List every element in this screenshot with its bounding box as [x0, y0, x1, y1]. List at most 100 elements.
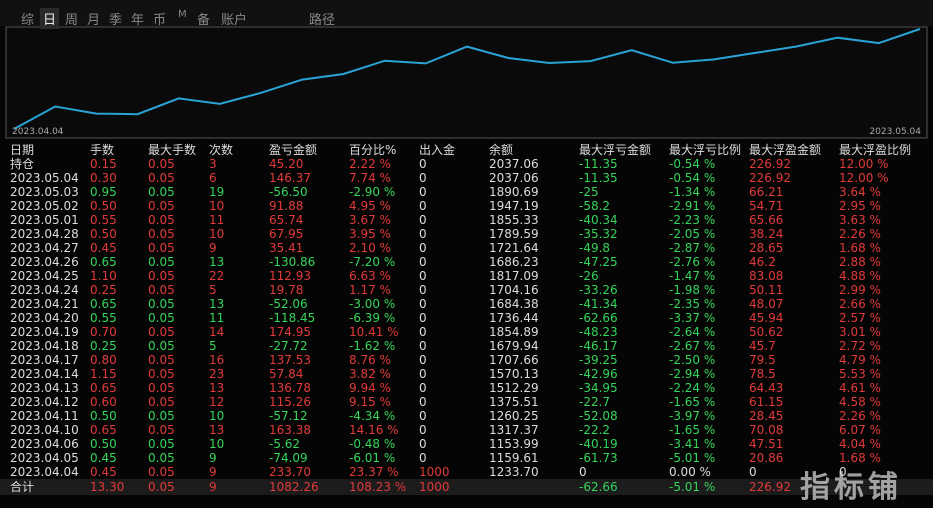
table-cell: 2023.04.12: [10, 395, 79, 409]
table-cell: -46.17: [579, 339, 618, 353]
table-cell: 0: [419, 423, 427, 437]
table-cell: 3: [209, 157, 217, 171]
table-cell: -2.50 %: [669, 353, 716, 367]
table-cell: 2.10 %: [349, 241, 391, 255]
table-cell: 6: [209, 171, 217, 185]
total-cell: 1000: [419, 480, 450, 494]
table-cell: -1.65 %: [669, 423, 716, 437]
table-cell: -52.08: [579, 409, 618, 423]
table-cell: 0.50: [90, 199, 117, 213]
tab[interactable]: 年: [131, 13, 145, 28]
column-header: 盈亏金额: [269, 143, 318, 157]
total-cell: 0.05: [148, 480, 175, 494]
table-cell: 0.70: [90, 325, 117, 339]
tab[interactable]: 日: [40, 8, 60, 29]
table-cell: -2.64 %: [669, 325, 716, 339]
table-cell: 0: [419, 213, 427, 227]
table-cell: 0.80: [90, 353, 117, 367]
column-header: 日期: [10, 143, 35, 157]
table-cell: 0.50: [90, 437, 117, 451]
table-cell: -1.34 %: [669, 185, 716, 199]
table-cell: 1.68 %: [839, 241, 881, 255]
table-cell: 0: [419, 283, 427, 297]
column-header: 手数: [90, 143, 115, 157]
total-cell: 合计: [10, 480, 35, 494]
table-cell: -4.34 %: [349, 409, 396, 423]
table-cell: 10: [209, 437, 225, 451]
balance-chart: [5, 26, 928, 139]
table-cell: 91.88: [269, 199, 304, 213]
table-cell: 1317.37: [489, 423, 539, 437]
table-cell: 9: [209, 451, 217, 465]
table-cell: 2023.04.24: [10, 283, 79, 297]
table-cell: 3.01 %: [839, 325, 881, 339]
tab[interactable]: 综: [21, 13, 35, 28]
table-cell: 0.50: [90, 227, 117, 241]
table-cell: 83.08: [749, 269, 784, 283]
tab[interactable]: 备: [197, 13, 211, 28]
table-cell: 0.15: [90, 157, 117, 171]
table-cell: 0.05: [148, 199, 175, 213]
table-cell: 0.05: [148, 325, 175, 339]
table-cell: 2023.05.03: [10, 185, 79, 199]
table-cell: 2023.04.13: [10, 381, 79, 395]
table-cell: 0.05: [148, 395, 175, 409]
total-cell: -5.01 %: [669, 480, 716, 494]
table-cell: 48.07: [749, 297, 784, 311]
tab[interactable]: 币: [153, 13, 167, 28]
table-cell: 2023.04.04: [10, 465, 79, 479]
table-cell: -130.86: [269, 255, 316, 269]
table-cell: 57.84: [269, 367, 304, 381]
table-cell: 0.05: [148, 409, 175, 423]
table-cell: 0.00 %: [669, 465, 711, 479]
tab[interactable]: 季: [109, 13, 123, 28]
table-cell: 23.37 %: [349, 465, 399, 479]
table-cell: -1.62 %: [349, 339, 396, 353]
table-cell: 11: [209, 213, 225, 227]
table-cell: -2.87 %: [669, 241, 716, 255]
table-cell: -6.39 %: [349, 311, 396, 325]
chart-frame: [5, 26, 928, 139]
table-cell: 0: [419, 311, 427, 325]
table-cell: 0.05: [148, 269, 175, 283]
table-cell: -0.48 %: [349, 437, 396, 451]
table-cell: 1704.16: [489, 283, 539, 297]
table-cell: 46.2: [749, 255, 776, 269]
tab[interactable]: 周: [65, 13, 79, 28]
tab[interactable]: 月: [87, 13, 101, 28]
table-cell: -33.26: [579, 283, 618, 297]
table-cell: 7.74 %: [349, 171, 391, 185]
table-cell: 12: [209, 395, 225, 409]
table-cell: -3.41 %: [669, 437, 716, 451]
table-cell: 0: [419, 353, 427, 367]
total-cell: 1082.26: [269, 480, 319, 494]
table-cell: 1890.69: [489, 185, 539, 199]
table-cell: 0: [419, 157, 427, 171]
column-header: 最大浮亏金额: [579, 143, 652, 157]
tab-bar: [0, 0, 933, 26]
table-cell: 2023.04.26: [10, 255, 79, 269]
total-cell: 13.30: [90, 480, 125, 494]
table-cell: 70.08: [749, 423, 784, 437]
table-cell: 3.63 %: [839, 213, 881, 227]
table-cell: -40.34: [579, 213, 618, 227]
table-cell: -2.23 %: [669, 213, 716, 227]
table-cell: 67.95: [269, 227, 304, 241]
table-cell: 54.71: [749, 199, 784, 213]
table-cell: -0.54 %: [669, 171, 716, 185]
table-cell: -6.01 %: [349, 451, 396, 465]
table-cell: 137.53: [269, 353, 311, 367]
table-cell: 10: [209, 409, 225, 423]
tab[interactable]: 路径: [309, 13, 336, 28]
table-cell: 0: [579, 465, 587, 479]
table-cell: 1679.94: [489, 339, 539, 353]
table-cell: 4.58 %: [839, 395, 881, 409]
table-cell: 1512.29: [489, 381, 539, 395]
table-cell: 2037.06: [489, 171, 539, 185]
table-cell: -74.09: [269, 451, 308, 465]
table-cell: 2023.04.11: [10, 409, 79, 423]
table-cell: 0.45: [90, 451, 117, 465]
tab[interactable]: 账户: [221, 13, 248, 28]
table-cell: 6.63 %: [349, 269, 391, 283]
tab[interactable]: M: [178, 9, 187, 20]
